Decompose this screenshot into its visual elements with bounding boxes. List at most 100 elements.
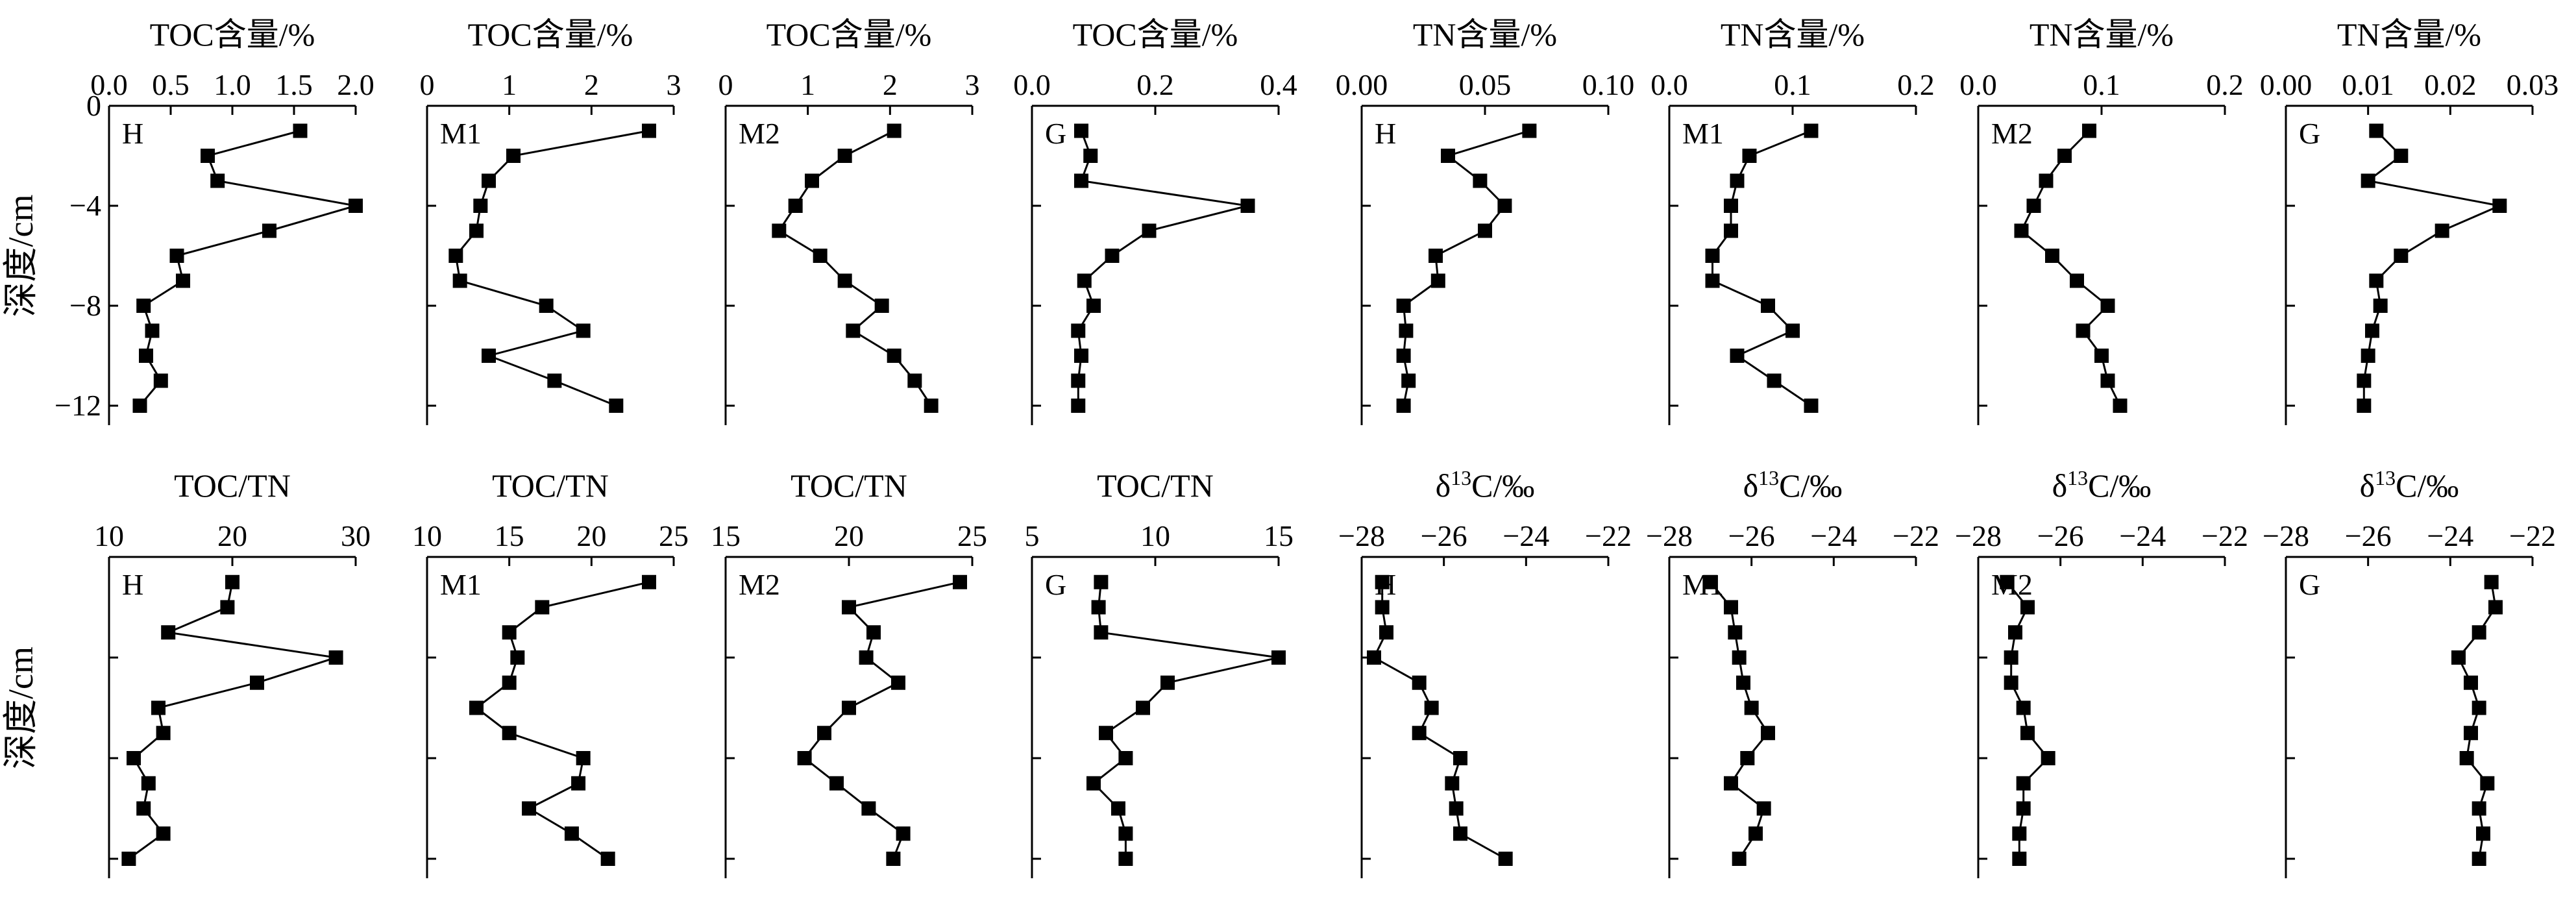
x-tick-label: 15 [711,519,741,552]
data-point [1424,700,1439,715]
x-tick-label: 0.01 [2342,68,2394,101]
data-point [1399,323,1414,338]
data-point [2369,273,2384,288]
data-point [576,323,591,338]
data-point [262,223,276,238]
panel-label: M1 [1682,117,1724,150]
data-point [2041,751,2055,765]
data-point [1703,574,1718,589]
data-point [132,399,147,413]
x-tick-label: 2.0 [337,68,374,101]
x-tick-label: 1 [502,68,517,101]
data-point [1736,675,1750,690]
data-point [564,826,579,841]
data-point [1118,826,1133,841]
data-point [2012,826,2027,841]
data-point [1430,273,1445,288]
data-point [1453,751,1467,765]
data-point [1271,650,1286,665]
data-point [201,149,215,163]
data-point [576,751,591,765]
x-tick-label: 3 [667,68,681,101]
y-tick-label: −8 [69,289,101,322]
data-point [1091,600,1106,615]
data-point [1761,726,1775,741]
x-tick-label: 10 [1140,519,1170,552]
data-point [1099,726,1113,741]
data-point [2472,801,2486,816]
panel-label: H [122,568,143,601]
x-tick-label: 15 [1264,519,1294,552]
data-point [2451,650,2466,665]
x-tick-label: 0.02 [2424,68,2477,101]
data-point [817,726,831,741]
series-line [2362,130,2503,406]
x-tick-label: 0.2 [2206,68,2244,101]
x-tick-label: 0.4 [1260,68,1297,101]
x-tick-label: −24 [2427,519,2473,552]
x-tick-label: 0.05 [1459,68,1512,101]
panel-title: TN含量/% [2337,16,2481,53]
panel-label: M2 [739,117,780,150]
x-tick-label: 0.1 [2083,68,2120,101]
data-point [176,273,190,288]
data-point [1074,173,1088,188]
panel-15: δ13C/‰−28−26−24−22M2 [1955,466,2248,878]
panel-label: M1 [440,117,482,150]
data-point [1118,751,1133,765]
x-tick-label: −24 [2119,519,2166,552]
data-point [1705,249,1720,263]
data-point [156,826,171,841]
panel-title: TN含量/% [1413,16,1557,53]
data-point [1724,600,1738,615]
data-point [250,675,264,690]
x-tick-label: 15 [495,519,524,552]
data-point [210,173,225,188]
panel-title: TOC含量/% [1073,16,1238,53]
data-point [141,776,156,791]
panel-8: TN含量/% 0.00 0.01 0.02 0.03 G [2260,16,2558,425]
data-point [859,650,874,665]
x-tick-label: −22 [1893,519,1939,552]
data-point [1767,373,1782,388]
data-point [1724,199,1738,213]
data-point [2464,726,2478,741]
x-tick-label: 20 [576,519,606,552]
data-point [1379,625,1393,640]
x-tick-label: −28 [2263,519,2309,552]
x-tick-label: −24 [1503,519,1549,552]
x-tick-label: 3 [965,68,980,101]
data-point [1748,826,1763,841]
data-point [907,373,922,388]
data-point [896,826,911,841]
x-tick-label: −22 [2509,519,2556,552]
data-point [547,373,562,388]
data-point [1804,399,1819,413]
x-tick-label: 30 [341,519,371,552]
panel-title: δ13C/‰ [1436,466,1535,504]
data-point [1730,173,1745,188]
data-point [1367,650,1381,665]
x-tick-label: −26 [1421,519,1467,552]
data-point [1401,373,1416,388]
data-point [1071,399,1086,413]
data-point [1522,123,1537,138]
x-tick-label: 0.1 [1774,68,1811,101]
data-point [2459,751,2474,765]
x-tick-label: 0.2 [1897,68,1935,101]
x-tick-label: 10 [412,519,442,552]
data-point [1375,600,1390,615]
data-point [953,574,967,589]
data-point [1429,249,1443,263]
panel-title: δ13C/‰ [1743,466,1843,504]
data-point [145,323,160,338]
panel-7: TN含量/% 0.0 0.1 0.2 M2 [1959,16,2244,425]
data-point [220,600,235,615]
panel-10: TOC/TN 10 15 20 25 M1 [412,467,689,878]
data-point [1136,700,1150,715]
series-line [139,130,356,406]
y-tick-label: 0 [86,89,101,122]
data-point [2472,625,2486,640]
panel-title: TOC/TN [492,467,609,504]
panel-title: δ13C/‰ [2360,466,2459,504]
